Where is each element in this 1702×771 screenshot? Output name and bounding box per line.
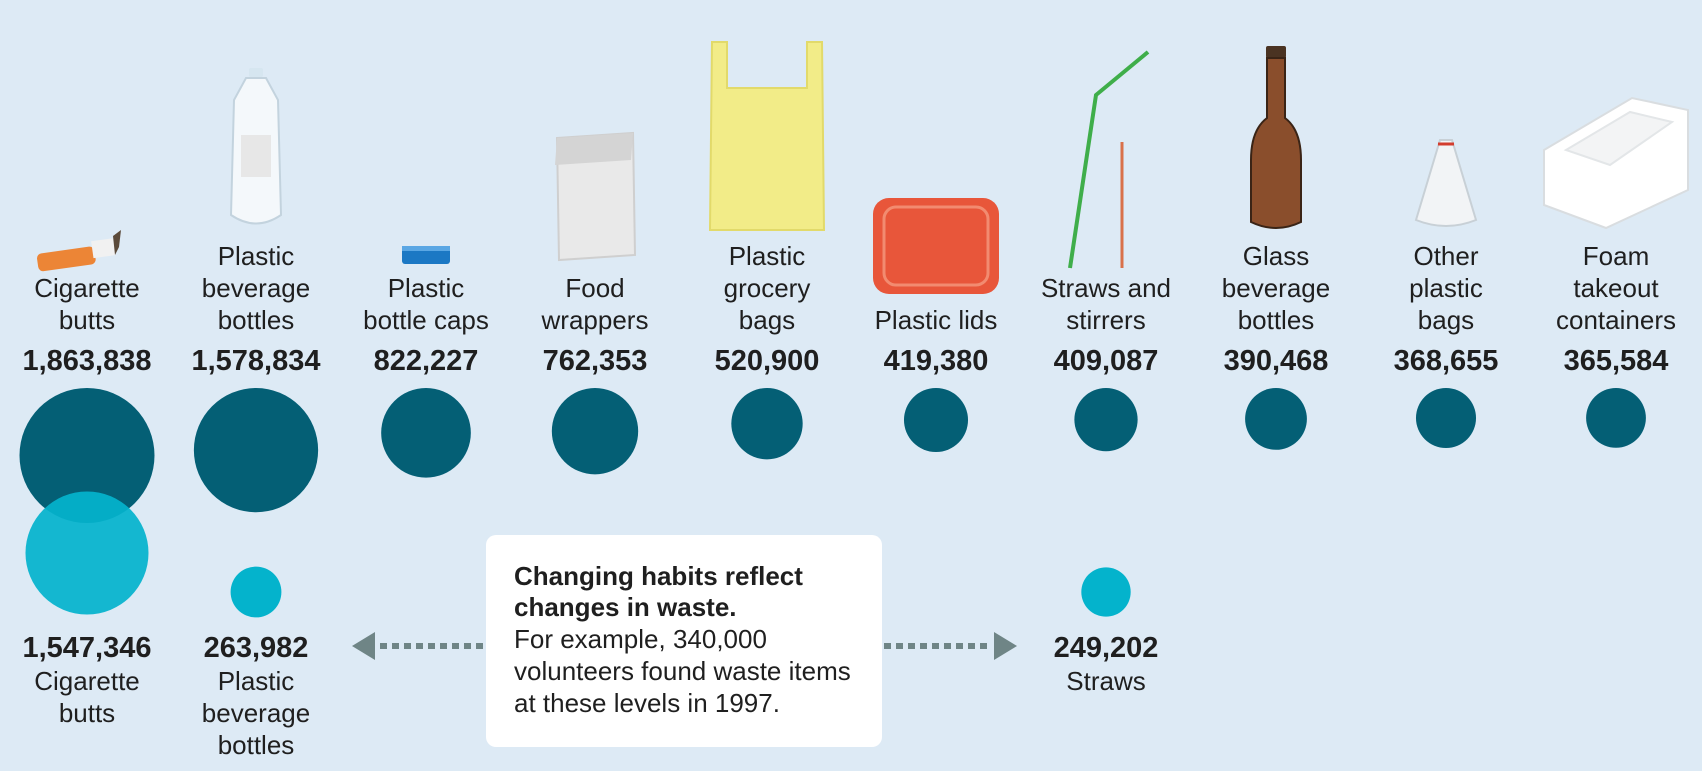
cigarette-butt-icon xyxy=(37,230,121,272)
item-label: beverage xyxy=(1222,273,1330,303)
item-value: 762,353 xyxy=(543,345,648,377)
item-label: plastic xyxy=(1409,273,1483,303)
item-label: Cigarette xyxy=(34,273,140,303)
item-label: grocery xyxy=(724,273,811,303)
item-label: bags xyxy=(1418,305,1474,335)
straws-icon xyxy=(1068,50,1150,269)
item-value: 822,227 xyxy=(374,345,479,377)
bottle-cap-icon xyxy=(402,246,450,264)
historic-label: beverage xyxy=(202,698,310,728)
item-value: 419,380 xyxy=(884,345,989,377)
item-label: butts xyxy=(59,305,115,335)
item-labels: Cigarettebutts1,863,838Plasticbeveragebo… xyxy=(22,241,1675,760)
bubble-current xyxy=(731,388,803,460)
historic-label: Straws xyxy=(1066,666,1145,696)
item-value: 409,087 xyxy=(1054,345,1159,377)
bubble-current xyxy=(551,388,639,475)
bubble-current xyxy=(381,388,471,478)
callout-body: For example, 340,000 volunteers found wa… xyxy=(514,624,851,718)
item-label: Plastic xyxy=(729,241,806,271)
item-label: Plastic lids xyxy=(875,305,998,335)
foam-container-icon xyxy=(1543,96,1689,230)
item-label: containers xyxy=(1556,305,1676,335)
item-value: 390,468 xyxy=(1224,345,1329,377)
glass-bottle-icon xyxy=(1250,46,1302,229)
item-label: takeout xyxy=(1573,273,1659,303)
bubble-historic xyxy=(25,491,149,615)
historic-label: bottles xyxy=(218,730,295,760)
bubble-historic xyxy=(1081,567,1131,617)
item-label: bottle caps xyxy=(363,305,489,335)
right-arrow xyxy=(884,632,1017,660)
bubble-current xyxy=(1245,388,1307,450)
item-label: Plastic xyxy=(218,241,295,271)
item-label: bags xyxy=(739,305,795,335)
bubble-current xyxy=(1415,388,1477,449)
historic-value: 249,202 xyxy=(1054,632,1159,664)
callout-box: Changing habits reflect changes in waste… xyxy=(486,535,882,747)
item-label: Food xyxy=(565,273,624,303)
plastic-bottle-icon xyxy=(229,68,283,225)
bubble-current xyxy=(903,388,969,453)
item-label: Plastic xyxy=(388,273,465,303)
bubble-current xyxy=(19,388,155,523)
bubble-current xyxy=(1586,388,1646,448)
historic-value: 1,547,346 xyxy=(22,632,151,664)
historic-label: butts xyxy=(59,698,115,728)
bubble-current xyxy=(1074,388,1138,452)
historic-value: 263,982 xyxy=(204,632,309,664)
plastic-lid-icon xyxy=(873,198,999,294)
arrows xyxy=(352,632,1017,660)
item-value: 368,655 xyxy=(1394,345,1499,377)
item-value: 520,900 xyxy=(715,345,820,377)
item-value: 365,584 xyxy=(1564,345,1669,377)
historic-label: Plastic xyxy=(218,666,295,696)
item-label: Straws and xyxy=(1041,273,1171,303)
plastic-bag-icon xyxy=(1414,139,1478,227)
item-label: bottles xyxy=(1238,305,1315,335)
item-label: bottles xyxy=(218,305,295,335)
item-label: beverage xyxy=(202,273,310,303)
bubbles xyxy=(19,388,1646,618)
item-label: Glass xyxy=(1243,241,1309,271)
callout-title: Changing habits reflect changes in waste… xyxy=(514,561,803,622)
item-label: wrappers xyxy=(541,305,649,335)
food-wrapper-icon xyxy=(555,131,637,262)
item-label: Other xyxy=(1413,241,1478,271)
bubble-historic xyxy=(230,566,282,618)
item-icons xyxy=(37,41,1689,294)
bubble-current xyxy=(193,388,319,513)
grocery-bag-icon xyxy=(708,41,826,231)
item-label: Foam xyxy=(1583,241,1649,271)
historic-label: Cigarette xyxy=(34,666,140,696)
item-label: stirrers xyxy=(1066,305,1145,335)
left-arrow xyxy=(352,632,484,660)
item-value: 1,863,838 xyxy=(22,345,151,377)
item-value: 1,578,834 xyxy=(191,345,320,377)
